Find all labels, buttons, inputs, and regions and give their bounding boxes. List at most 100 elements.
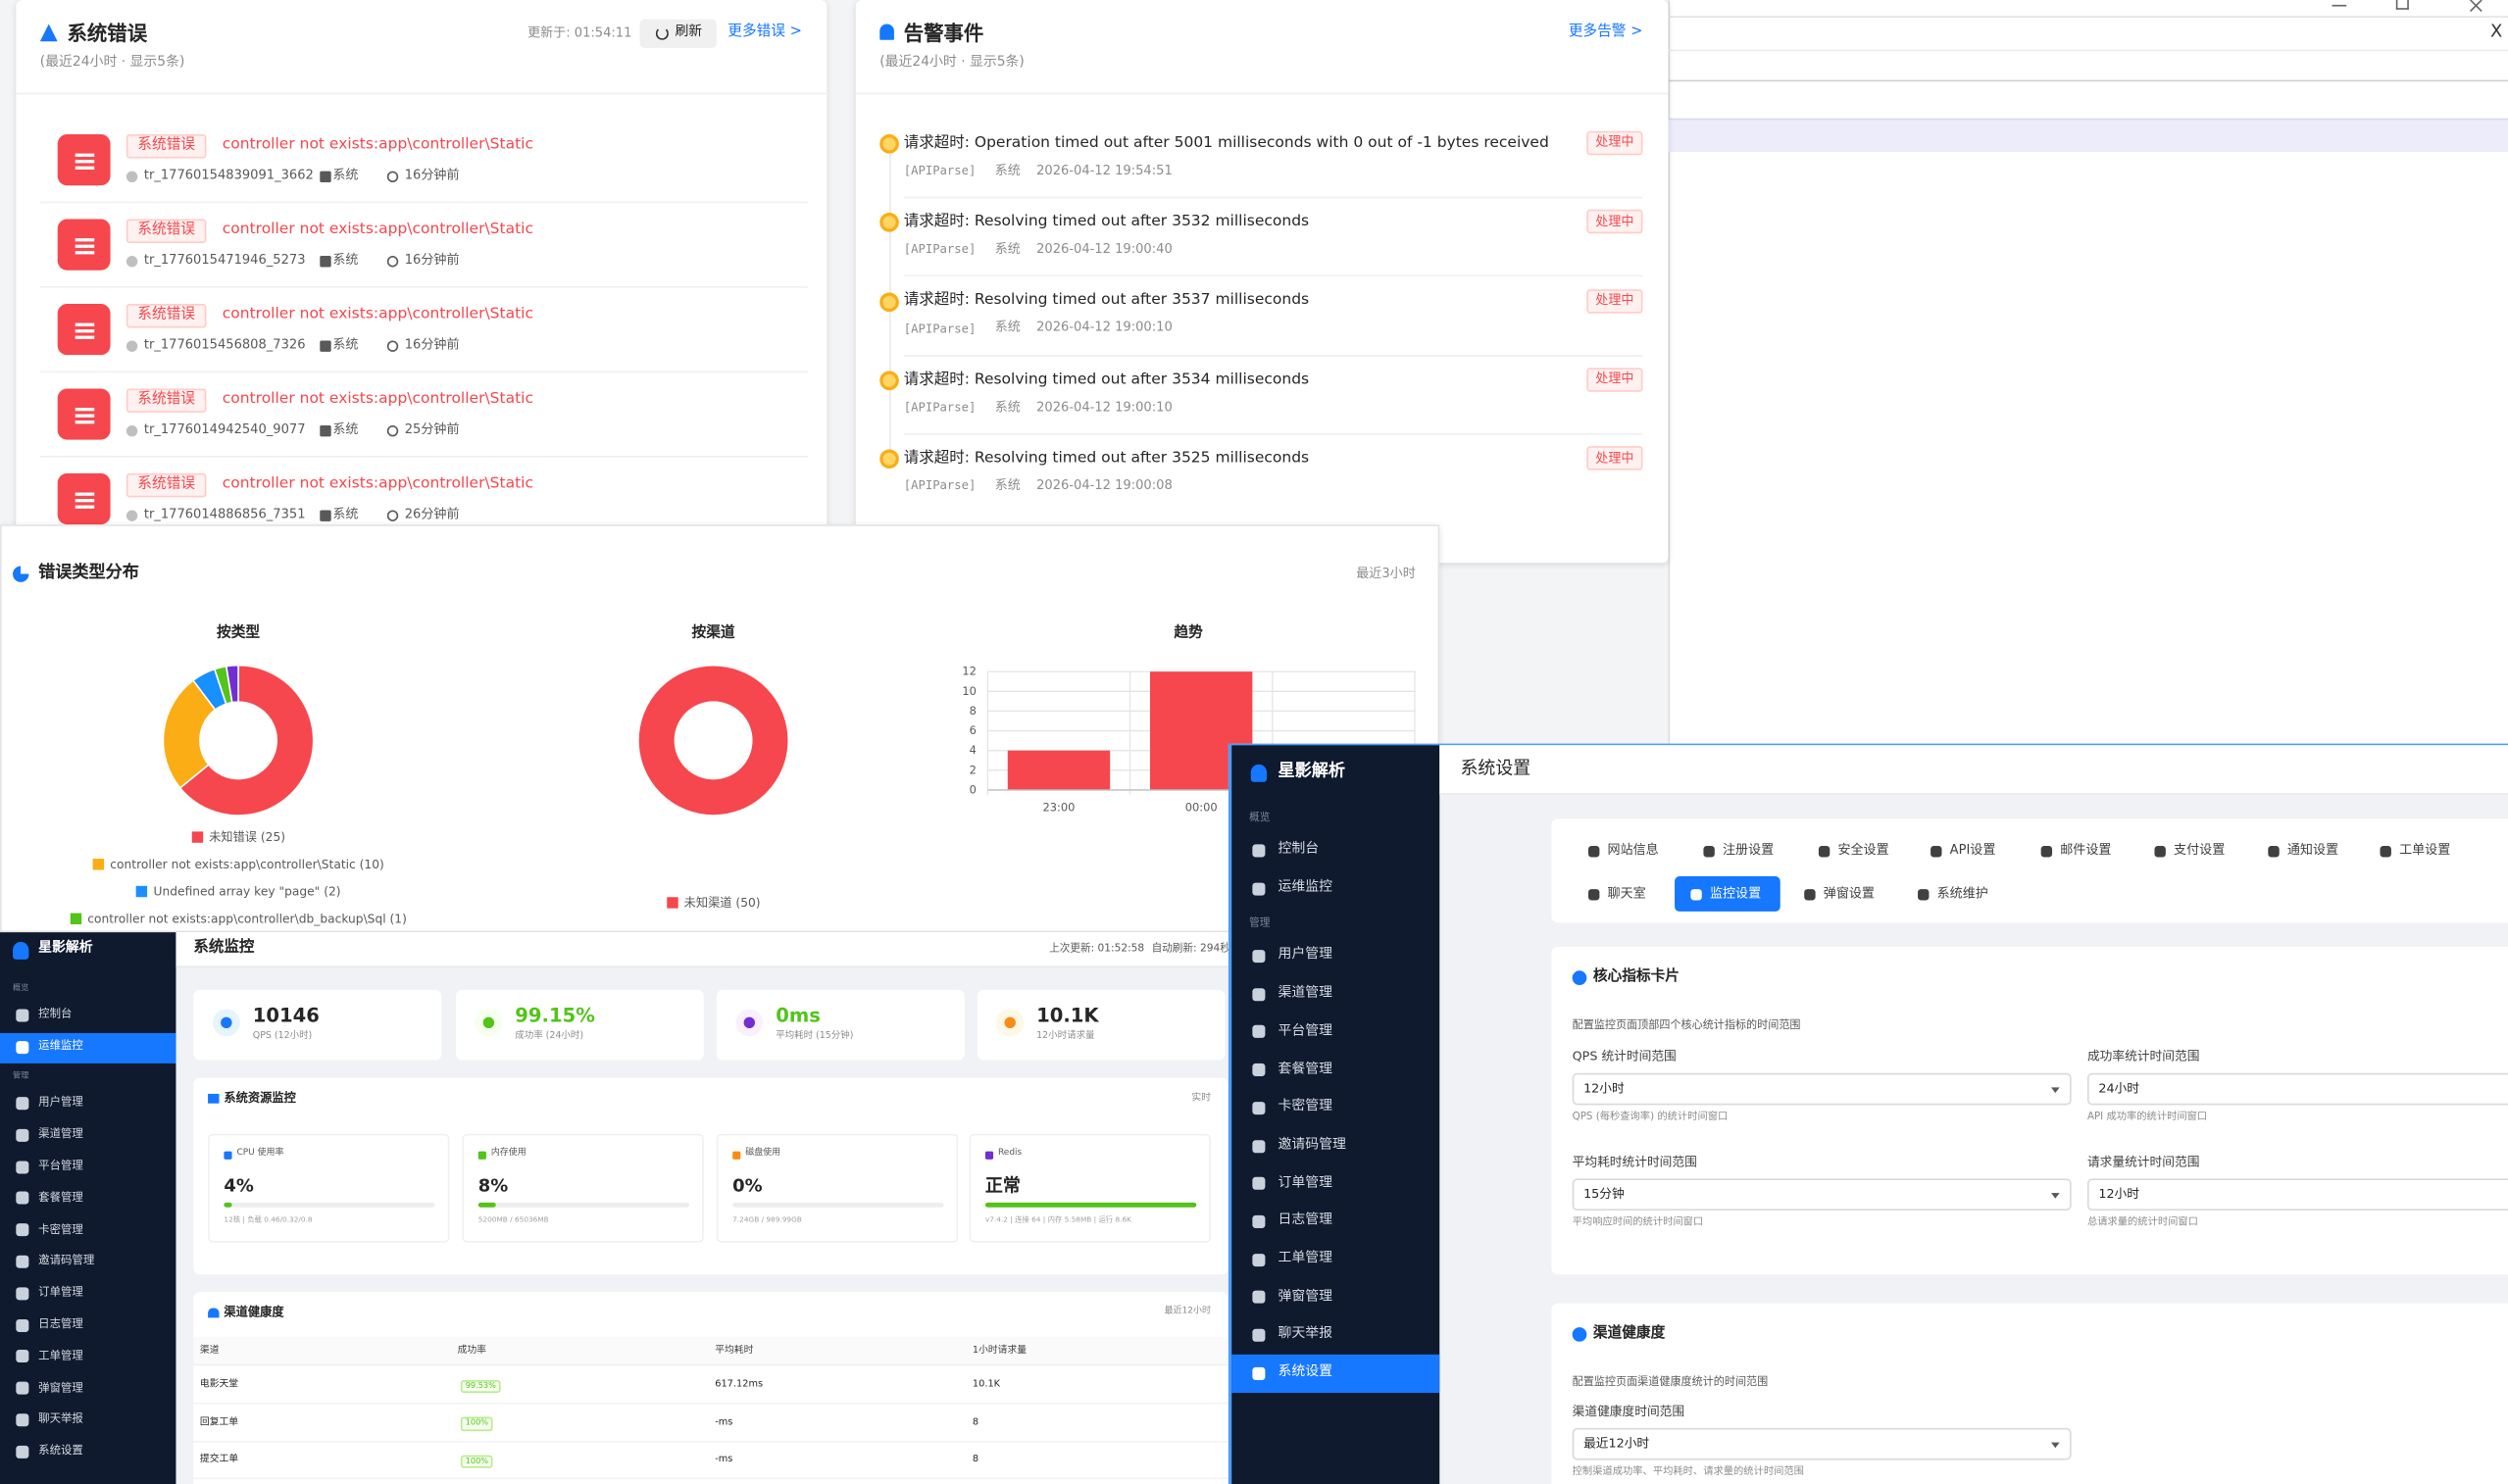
nav-item[interactable]: 系统设置 (38, 1444, 83, 1458)
table-cell: 电影天堂 (199, 1378, 239, 1390)
y-tick-label: 4 (970, 743, 977, 757)
tab[interactable]: 监控设置 (1709, 885, 1762, 901)
select-value[interactable]: 15分钟 (1583, 1186, 1625, 1202)
clock-icon (386, 256, 399, 268)
resource-detail: 12核 | 负载 0.46/0.32/0.8 (224, 1216, 313, 1225)
nav-item[interactable]: 邀请码管理 (38, 1254, 95, 1267)
timeline-dot (879, 213, 899, 233)
alert-status: 处理中 (1595, 371, 1634, 386)
tab[interactable]: 网站信息 (1607, 842, 1659, 858)
nav-item[interactable]: 用户管理 (1278, 947, 1332, 964)
field-label: 平均耗时统计时间范围 (1572, 1154, 1697, 1169)
select-value[interactable]: 24小时 (2098, 1080, 2139, 1096)
tab[interactable]: 系统维护 (1936, 885, 1988, 901)
error-source: 系统 (332, 507, 359, 522)
server-icon (320, 424, 331, 437)
select-value[interactable]: 12小时 (1583, 1080, 1625, 1096)
refresh-label[interactable]: 刷新 (675, 25, 703, 41)
list-icon-line (75, 251, 95, 254)
errors-card (16, 0, 828, 544)
nav-item[interactable]: 系统设置 (1278, 1363, 1332, 1381)
nav-item[interactable]: 订单管理 (38, 1286, 83, 1300)
tab[interactable]: 聊天室 (1607, 885, 1646, 901)
resource-detail: 5200MB / 65036MB (477, 1216, 549, 1225)
nav-item[interactable]: 控制台 (38, 1008, 73, 1021)
table-cell: 617.12ms (715, 1378, 764, 1390)
error-source: 系统 (332, 168, 359, 183)
nav-item[interactable]: 日志管理 (1278, 1212, 1332, 1229)
tab[interactable]: 注册设置 (1722, 842, 1775, 858)
nav-item[interactable]: 邀请码管理 (1278, 1136, 1346, 1154)
table-cell: 提交工单 (199, 1454, 239, 1465)
tab[interactable]: 工单设置 (2399, 842, 2451, 858)
success-tag: 100% (460, 1416, 493, 1431)
chart-title: 按渠道 (691, 625, 735, 642)
card-title: 系统资源监控 (224, 1090, 296, 1106)
nav-item[interactable]: 卡密管理 (38, 1222, 83, 1236)
tab[interactable]: 支付设置 (2174, 842, 2226, 858)
tab[interactable]: API设置 (1949, 842, 1996, 858)
tab[interactable]: 弹窗设置 (1823, 885, 1875, 901)
nav-item[interactable]: 平台管理 (1278, 1022, 1332, 1040)
nav-item[interactable]: 聊天举报 (1278, 1326, 1332, 1343)
alert-source: 系统 (994, 320, 1021, 335)
tab[interactable]: 通知设置 (2286, 842, 2339, 858)
window-maximize (2395, 0, 2409, 10)
nav-item[interactable]: 聊天举报 (38, 1412, 83, 1426)
brand-name: 星影解析 (1278, 761, 1345, 781)
nav-item[interactable]: 日志管理 (38, 1317, 83, 1331)
close-button[interactable]: X (2490, 20, 2503, 42)
tab[interactable]: 安全设置 (1837, 842, 1889, 858)
alert-message: 请求超时: Resolving timed out after 3532 mil… (903, 213, 1310, 231)
select[interactable] (2086, 1072, 2508, 1106)
divider (903, 275, 1643, 277)
nav-item[interactable]: 订单管理 (1278, 1174, 1332, 1191)
nav-item[interactable]: 弹窗管理 (1278, 1288, 1332, 1305)
nav-item[interactable]: 套餐管理 (1278, 1061, 1332, 1077)
more-link[interactable]: 更多错误 > (727, 24, 802, 41)
nav-active[interactable] (1231, 1354, 1440, 1393)
tab[interactable]: 邮件设置 (2060, 842, 2112, 858)
status-tag (1586, 288, 1643, 314)
card-badge: 最近12小时 (1164, 1307, 1211, 1317)
nav-item[interactable]: 平台管理 (38, 1159, 83, 1172)
nav-item[interactable]: 卡密管理 (1278, 1099, 1332, 1115)
nav-icon (16, 1445, 29, 1459)
card-icon (1572, 970, 1587, 985)
select[interactable] (1572, 1178, 2072, 1212)
alert-source: 系统 (994, 241, 1021, 257)
select[interactable] (1572, 1072, 2072, 1106)
select[interactable] (2086, 1178, 2508, 1212)
resource-icon (732, 1150, 741, 1159)
card-title: 核心指标卡片 (1592, 968, 1680, 986)
select-value[interactable]: 最近12小时 (1583, 1435, 1650, 1451)
list-icon-line (75, 335, 95, 339)
select-value[interactable]: 12小时 (2098, 1186, 2139, 1202)
nav-item[interactable]: 套餐管理 (38, 1191, 83, 1205)
nav-item[interactable]: 运维监控 (1278, 880, 1332, 897)
nav-item[interactable]: 渠道管理 (38, 1127, 83, 1141)
divider (903, 196, 1643, 199)
nav-active[interactable] (0, 1032, 176, 1064)
selected-row (1668, 118, 2508, 152)
nav-item[interactable]: 弹窗管理 (38, 1381, 83, 1395)
nav-item[interactable]: 控制台 (1278, 841, 1320, 859)
nav-item[interactable]: 工单管理 (38, 1349, 83, 1362)
select[interactable] (1572, 1427, 2072, 1460)
refresh-button[interactable] (639, 19, 717, 48)
nav-icon (16, 1097, 29, 1111)
table-row-divider (193, 1477, 1229, 1480)
nav-icon (1252, 1291, 1266, 1305)
y-tick-label: 12 (962, 665, 977, 678)
nav-item[interactable]: 渠道管理 (1278, 985, 1332, 1002)
tab-icon (1703, 845, 1715, 857)
alert-module: [APIParse] (903, 163, 977, 178)
nav-heading: 管理 (1249, 915, 1271, 929)
resource-name: 内存使用 (490, 1149, 527, 1159)
nav-item[interactable]: 用户管理 (38, 1096, 83, 1110)
nav-item[interactable]: 运维监控 (38, 1040, 83, 1054)
nav-icon (16, 1381, 29, 1395)
nav-item[interactable]: 工单管理 (1278, 1250, 1332, 1267)
pie-icon (13, 566, 29, 582)
more-link[interactable]: 更多告警 > (1568, 24, 1643, 41)
